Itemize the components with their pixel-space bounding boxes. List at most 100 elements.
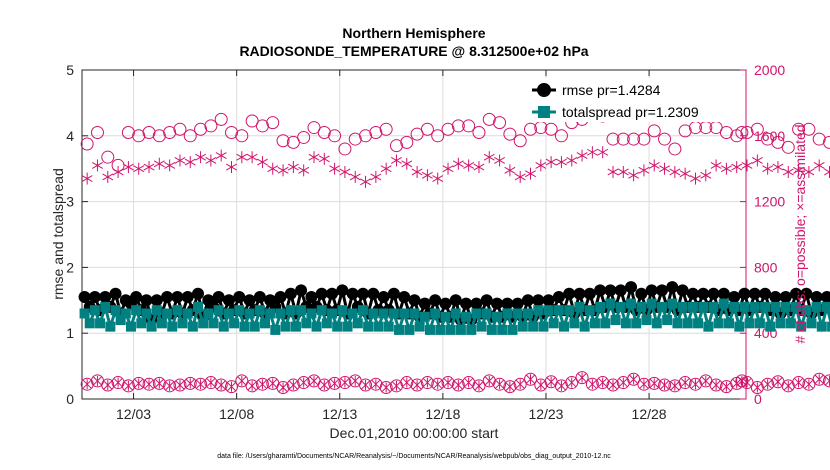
asterisk-stroke — [555, 158, 567, 166]
rmse-point — [140, 294, 153, 307]
rmse-point — [377, 291, 390, 304]
rmse-point — [532, 294, 545, 307]
obs-low-marker — [379, 380, 393, 394]
obs-low-marker — [173, 378, 187, 392]
asterisk-stroke — [566, 157, 578, 164]
obs-possible-marker — [606, 132, 620, 146]
rmse-point — [655, 284, 668, 297]
rmse-point — [429, 294, 442, 307]
obs-possible-marker — [781, 140, 795, 154]
asterisk-stroke — [782, 168, 794, 176]
obs-low-circle — [709, 378, 723, 392]
totalspread-point — [626, 298, 637, 309]
obs-possible-marker — [235, 129, 249, 143]
totalspread-point — [605, 298, 616, 309]
rmse-point — [387, 287, 400, 300]
obs-possible-marker — [379, 122, 393, 136]
asterisk-stroke — [411, 168, 423, 176]
asterisk-stroke — [710, 161, 722, 169]
totalspread-point — [105, 321, 116, 332]
totalspread-point — [265, 308, 276, 319]
obs-possible-marker — [317, 126, 331, 140]
obs-assimilated-marker — [617, 165, 629, 178]
rmse-point — [686, 287, 699, 300]
obs-assimilated-marker — [164, 159, 176, 172]
totalspread-point — [723, 318, 734, 329]
obs-assimilated-marker — [380, 162, 392, 175]
totalspread-point — [775, 318, 786, 329]
totalspread-point — [641, 315, 652, 326]
totalspread-point — [754, 318, 765, 329]
totalspread-point — [110, 305, 121, 316]
asterisk-stroke — [494, 157, 506, 164]
obs-possible-marker — [90, 126, 104, 140]
asterisk-stroke — [370, 173, 382, 181]
right-tick-label: 1200 — [754, 194, 785, 210]
obs-possible-marker — [245, 114, 259, 128]
asterisk-stroke — [421, 171, 433, 179]
totalspread-point — [656, 301, 667, 312]
totalspread-point — [419, 311, 430, 322]
rmse-point — [181, 291, 194, 304]
obs-low-marker — [183, 376, 197, 390]
obs-possible-marker — [678, 124, 692, 138]
asterisk-stroke — [391, 157, 402, 164]
totalspread-point — [615, 301, 626, 312]
asterisk-stroke — [772, 163, 784, 171]
obs-low-circle — [121, 379, 135, 393]
totalspread-point — [450, 308, 461, 319]
legend-totalspread-label: totalspread pr=1.2309 — [562, 104, 699, 120]
obs-assimilated-marker — [349, 170, 361, 183]
asterisk-stroke — [81, 175, 93, 183]
totalspread-point — [461, 311, 472, 322]
totalspread-point — [548, 318, 559, 329]
obs-assimilated-marker — [463, 159, 475, 172]
obs-assimilated-marker — [586, 146, 598, 159]
obs-assimilated-marker — [803, 165, 815, 178]
rmse-point — [501, 297, 514, 310]
rmse-point — [408, 294, 421, 307]
obs-low-marker — [389, 379, 403, 393]
totalspread-point — [95, 318, 106, 329]
obs-possible-marker — [389, 139, 403, 153]
rmse-point — [150, 294, 163, 307]
obs-possible-marker — [410, 127, 424, 141]
obs-low-circle — [276, 380, 290, 394]
obs-low-circle — [658, 378, 672, 392]
asterisk-stroke — [205, 157, 217, 164]
asterisk-stroke — [112, 168, 124, 176]
asterisk-stroke — [318, 155, 330, 163]
obs-low-marker — [606, 378, 620, 392]
obs-possible-marker — [761, 132, 775, 146]
obs-low-marker — [524, 372, 538, 386]
rmse-point — [707, 287, 720, 300]
obs-possible-marker — [420, 122, 434, 136]
obs-assimilated-marker — [298, 164, 310, 177]
obs-low-marker — [214, 378, 228, 392]
obs-low-marker — [678, 376, 692, 390]
obs-assimilated-marker — [226, 161, 237, 174]
obs-low-circle — [317, 378, 331, 392]
obs-low-marker — [812, 372, 826, 386]
asterisk-stroke — [525, 170, 536, 178]
asterisk-stroke — [122, 163, 134, 171]
totalspread-point — [620, 318, 631, 329]
totalspread-point — [713, 318, 724, 329]
obs-assimilated-marker — [287, 161, 299, 174]
rmse-point — [511, 297, 524, 310]
asterisk-stroke — [153, 160, 165, 168]
obs-assimilated-marker — [473, 161, 485, 174]
rmse-point — [697, 287, 710, 300]
obs-low-circle — [781, 379, 795, 393]
asterisk-stroke — [174, 157, 186, 164]
rmse-point — [521, 294, 534, 307]
totalspread-point — [574, 301, 585, 312]
right-tick-label: 800 — [754, 259, 778, 275]
rmse-point — [542, 294, 555, 307]
totalspread-point — [203, 308, 214, 319]
totalspread-point — [208, 318, 219, 329]
obs-possible-marker — [152, 129, 166, 143]
rmse-point — [810, 291, 823, 304]
totalspread-point — [223, 308, 234, 319]
